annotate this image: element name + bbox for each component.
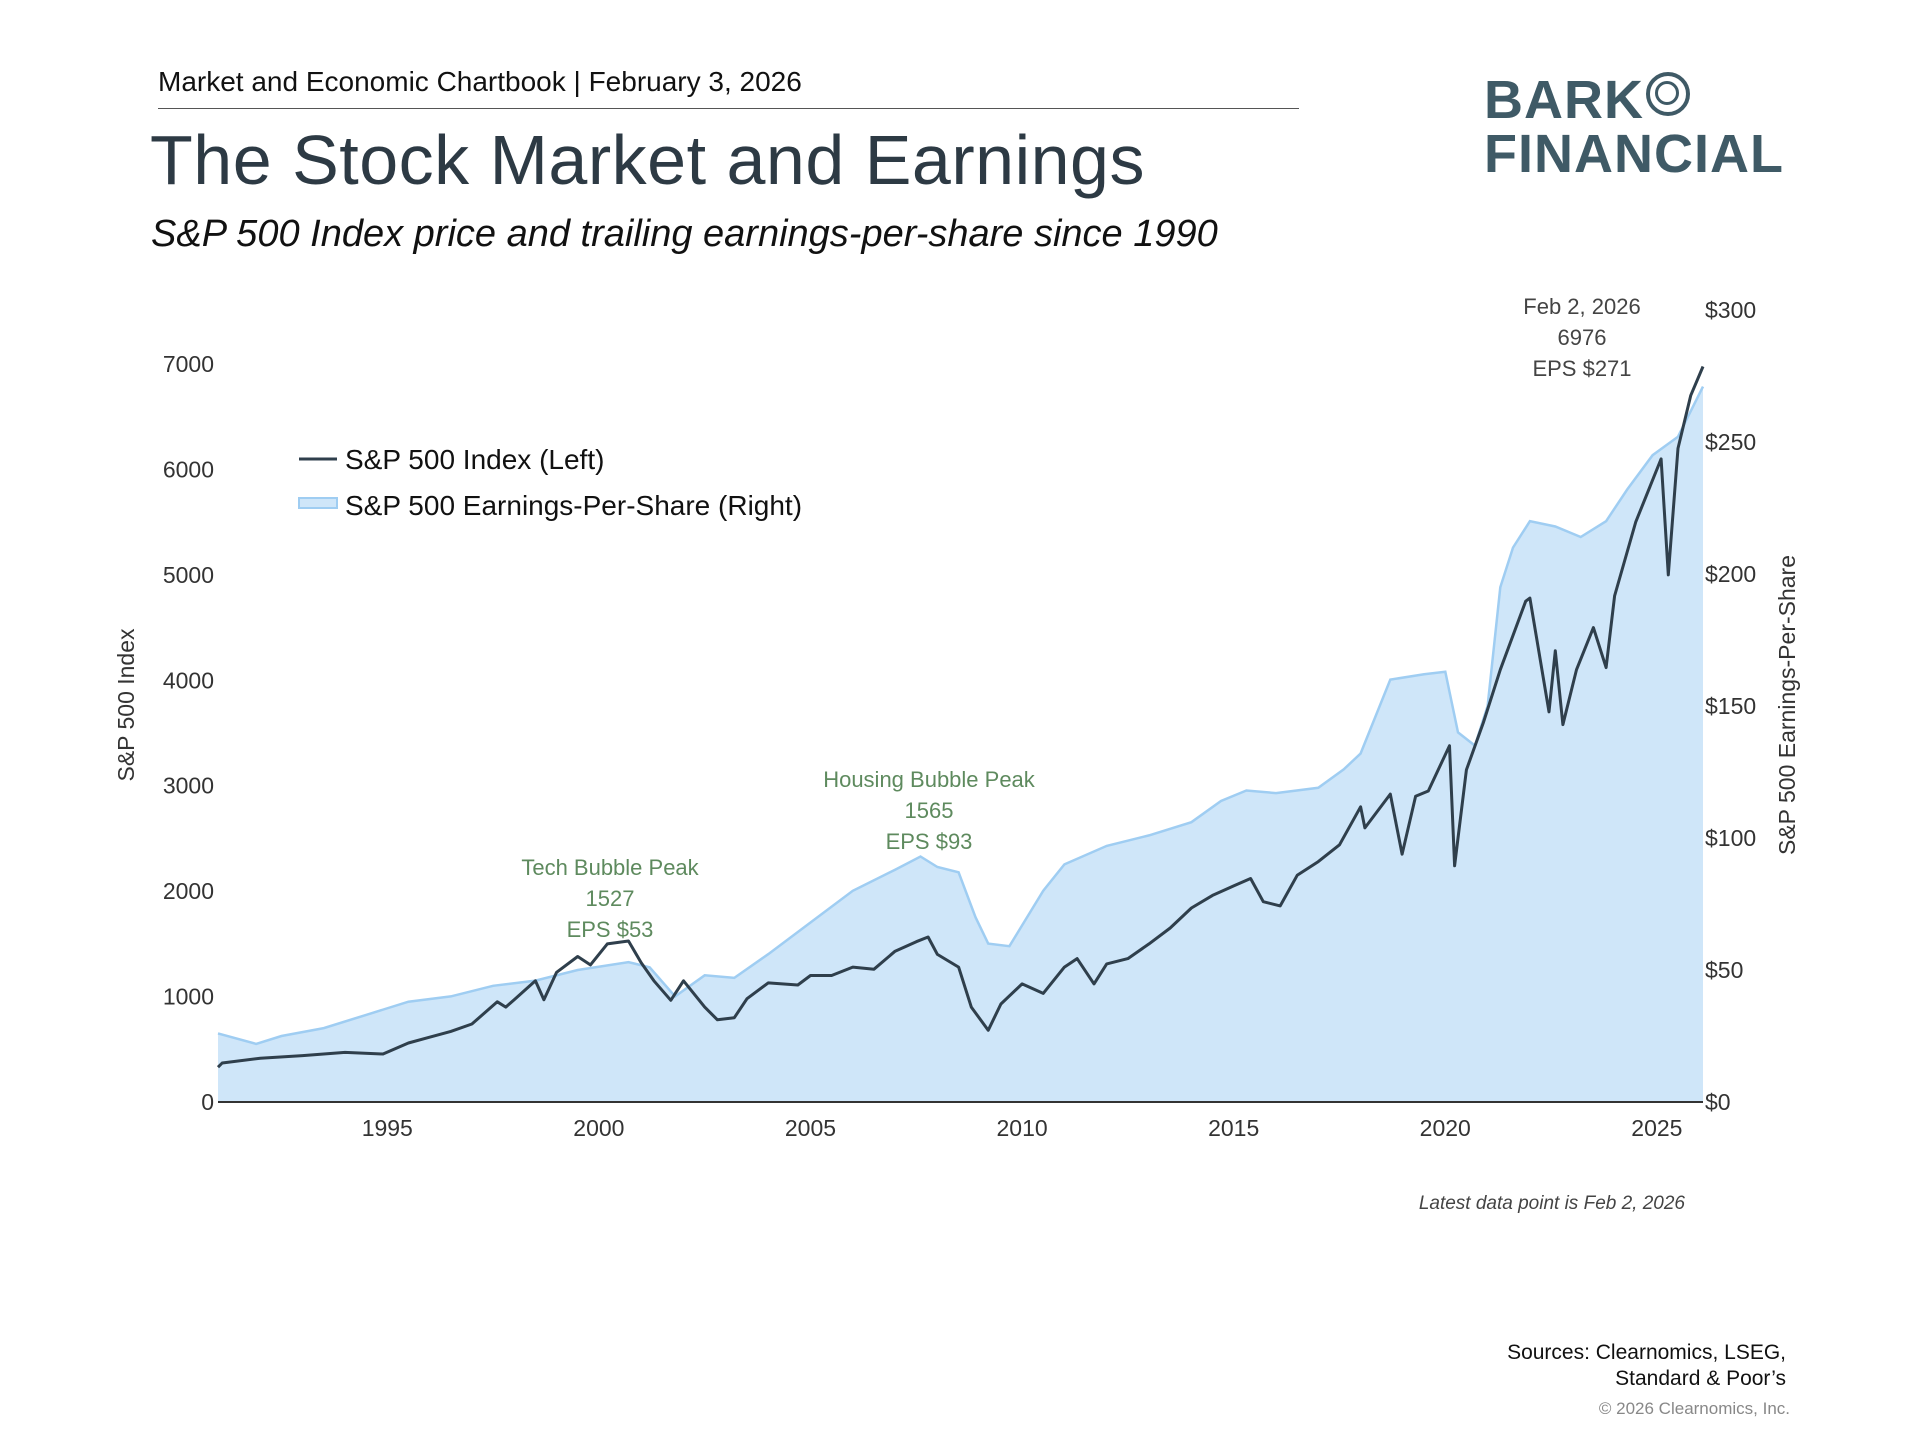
axes: 1995 2000 2005 2010 2015 2020 2025 0 1000 2000 300… [163,297,1756,1141]
x-tick-label: 1995 [362,1115,413,1141]
legend: S&P 500 Index (Left) S&P 500 Earnings-Pe… [298,444,802,521]
left-y-tick-label: 2000 [163,878,214,904]
annotation-line: 1565 [905,798,954,823]
left-y-tick-label: 4000 [163,667,214,693]
annotation-housing-bubble: Housing Bubble Peak 1565 EPS $93 [823,767,1036,854]
annotation-line: EPS $53 [567,917,654,942]
annotation-line: EPS $93 [886,829,973,854]
header-divider [158,108,1299,109]
copyright: © 2026 Clearnomics, Inc. [1598,1399,1790,1418]
left-y-tick-label: 6000 [163,456,214,482]
annotation-line: 1527 [586,886,635,911]
chartbook-header: Market and Economic Chartbook | February… [158,66,802,97]
right-y-tick-label: $250 [1705,429,1756,455]
left-axis-title: S&P 500 Index [113,628,139,782]
x-tick-label: 2000 [573,1115,624,1141]
x-tick-label: 2005 [785,1115,836,1141]
left-y-tick-label: 3000 [163,773,214,799]
left-y-tick-label: 1000 [163,984,214,1010]
logo-ring-icon [1646,72,1690,116]
sources-line1: Sources: Clearnomics, LSEG, [1507,1341,1786,1364]
sources: Sources: Clearnomics, LSEG, Standard & P… [1507,1340,1786,1392]
legend-swatch-eps [298,497,338,509]
sources-line2: Standard & Poor’s [1615,1367,1786,1390]
annotation-line: Housing Bubble Peak [823,767,1036,792]
page-title: The Stock Market and Earnings [150,121,1145,199]
x-tick-label: 2015 [1208,1115,1259,1141]
annotation-line: Feb 2, 2026 [1523,294,1640,319]
sp500-index-line [216,365,1705,1069]
annotation-line: EPS $271 [1532,356,1631,381]
annotation-tech-bubble: Tech Bubble Peak 1527 EPS $53 [521,855,699,942]
right-y-tick-label: $50 [1705,957,1743,983]
x-tick-label: 2020 [1420,1115,1471,1141]
page-subtitle: S&P 500 Index price and trailing earning… [151,213,1218,255]
x-tick-label: 2010 [996,1115,1047,1141]
left-y-tick-label: 0 [201,1089,214,1115]
latest-data-note: Latest data point is Feb 2, 2026 [1418,1193,1685,1214]
annotation-line: Tech Bubble Peak [521,855,699,880]
annotation-line: 6976 [1558,325,1607,350]
right-y-tick-label: $0 [1705,1089,1731,1115]
annotation-latest: Feb 2, 2026 6976 EPS $271 [1523,294,1640,381]
logo-line2: FINANCIAL [1484,124,1784,184]
legend-label-index: S&P 500 Index (Left) [345,444,604,475]
plot-area [216,365,1705,1103]
right-y-tick-label: $150 [1705,693,1756,719]
right-y-tick-label: $200 [1705,561,1756,587]
eps-area [218,386,1703,1103]
right-y-tick-label: $300 [1705,297,1756,323]
x-tick-label: 2025 [1631,1115,1682,1141]
logo-line1: BARK [1484,70,1644,130]
right-y-tick-label: $100 [1705,825,1756,851]
right-axis-title: S&P 500 Earnings-Per-Share [1774,555,1800,855]
barko-financial-logo: BARK FINANCIAL [1484,72,1784,181]
legend-label-eps: S&P 500 Earnings-Per-Share (Right) [345,490,802,521]
left-y-tick-label: 5000 [163,562,214,588]
left-y-tick-label: 7000 [163,351,214,377]
